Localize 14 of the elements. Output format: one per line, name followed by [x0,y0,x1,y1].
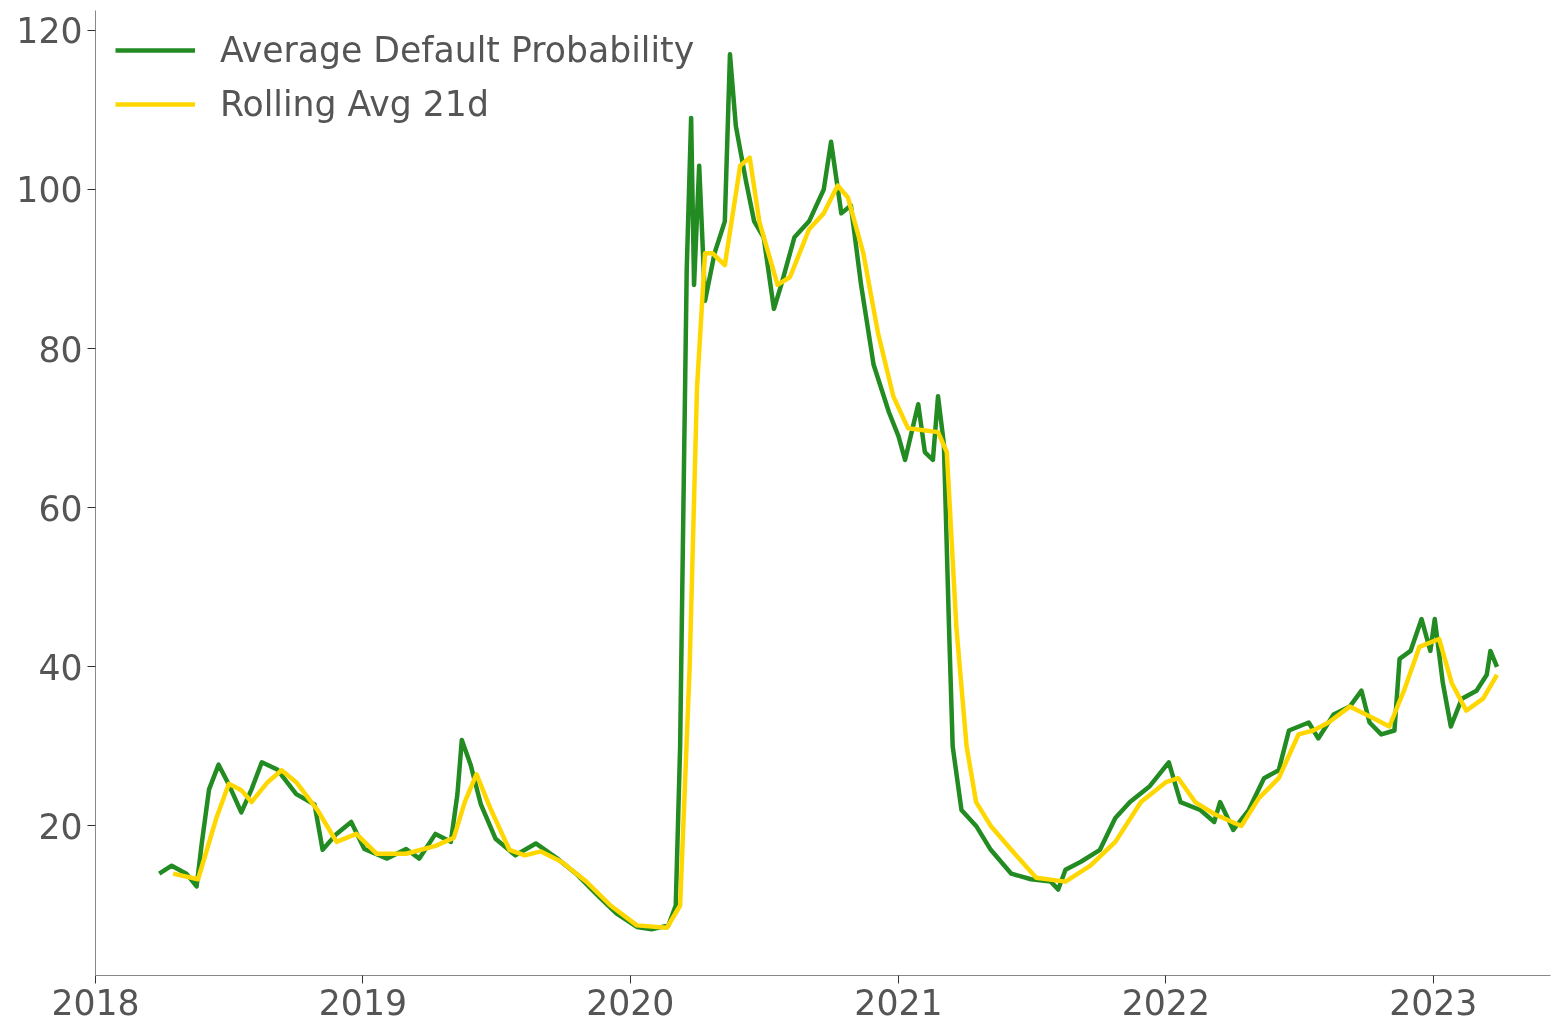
x-tick-label: 2018 [51,982,140,1023]
x-tick-label: 2019 [318,982,408,1023]
legend-label: Rolling Avg 21d [220,84,489,124]
x-tick-label: 2023 [1389,982,1478,1023]
y-tick-label: 100 [16,170,83,211]
y-tick-label: 20 [38,806,83,847]
y-tick-label: 60 [38,488,83,529]
legend-label: Average Default Probability [220,30,695,70]
x-tick-label: 2021 [854,982,943,1023]
y-tick-label: 40 [38,647,83,688]
x-tick-label: 2022 [1121,982,1210,1023]
x-tick-label: 2020 [586,982,675,1023]
y-tick-label: 80 [38,329,83,370]
y-tick-label: 120 [16,11,83,52]
